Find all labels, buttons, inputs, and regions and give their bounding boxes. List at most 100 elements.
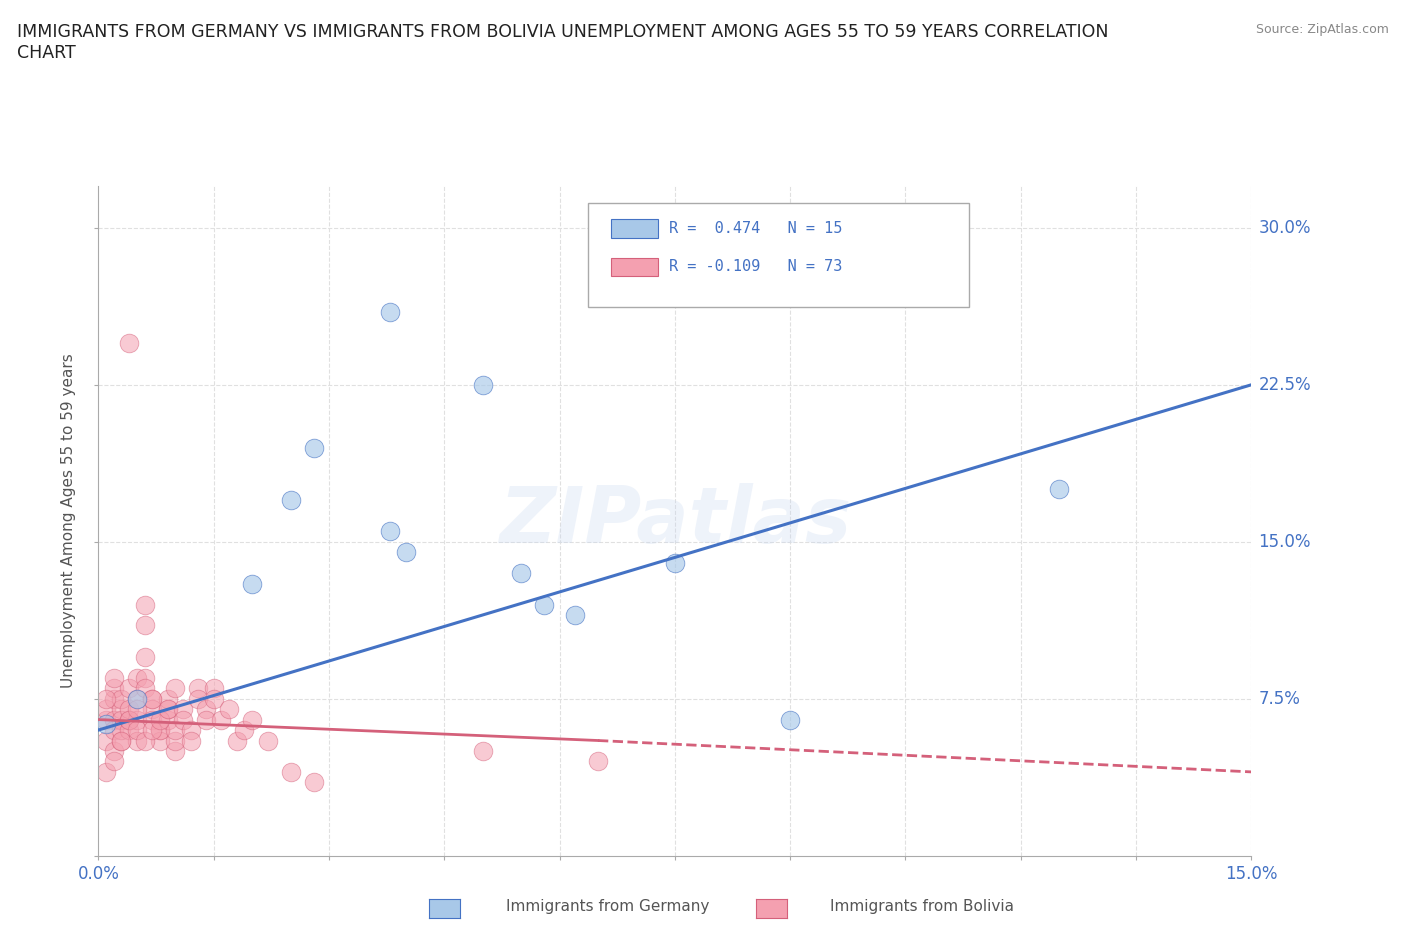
- Point: [256, 733, 278, 748]
- Point: [110, 701, 132, 716]
- Text: Immigrants from Bolivia: Immigrants from Bolivia: [830, 899, 1014, 914]
- Point: [94, 701, 117, 716]
- Point: [240, 712, 263, 727]
- Point: [149, 733, 172, 748]
- Point: [103, 712, 125, 727]
- Point: [165, 733, 187, 748]
- Point: [471, 744, 494, 759]
- Point: [172, 701, 194, 716]
- Point: [125, 733, 148, 748]
- Point: [141, 712, 163, 727]
- Point: [94, 716, 117, 731]
- Point: [202, 691, 225, 706]
- Point: [187, 691, 209, 706]
- Point: [149, 723, 172, 737]
- Point: [118, 723, 141, 737]
- Point: [202, 681, 225, 696]
- Point: [141, 691, 163, 706]
- Point: [125, 701, 148, 716]
- Point: [218, 701, 240, 716]
- Point: [172, 712, 194, 727]
- Point: [103, 681, 125, 696]
- Point: [94, 712, 117, 727]
- Point: [118, 712, 141, 727]
- Point: [586, 754, 609, 769]
- Text: ZIPatlas: ZIPatlas: [499, 483, 851, 559]
- Point: [156, 712, 179, 727]
- Point: [134, 649, 156, 664]
- Text: R = -0.109   N = 73: R = -0.109 N = 73: [669, 259, 842, 273]
- Y-axis label: Unemployment Among Ages 55 to 59 years: Unemployment Among Ages 55 to 59 years: [60, 353, 76, 688]
- Point: [134, 733, 156, 748]
- Point: [134, 671, 156, 685]
- Point: [380, 524, 402, 538]
- Point: [280, 493, 302, 508]
- Point: [125, 671, 148, 685]
- Point: [165, 681, 187, 696]
- Point: [118, 336, 141, 351]
- Point: [165, 744, 187, 759]
- Text: 15.0%: 15.0%: [1258, 533, 1310, 551]
- Point: [225, 733, 247, 748]
- Point: [110, 733, 132, 748]
- FancyBboxPatch shape: [588, 203, 969, 307]
- Point: [165, 723, 187, 737]
- Bar: [612, 219, 658, 238]
- Point: [134, 681, 156, 696]
- Point: [110, 733, 132, 748]
- Point: [195, 701, 218, 716]
- Point: [118, 681, 141, 696]
- Point: [118, 712, 141, 727]
- Point: [134, 597, 156, 612]
- Point: [471, 378, 494, 392]
- Text: 7.5%: 7.5%: [1258, 690, 1301, 708]
- Point: [125, 691, 148, 706]
- Point: [125, 723, 148, 737]
- Point: [118, 701, 141, 716]
- Point: [125, 691, 148, 706]
- Point: [103, 744, 125, 759]
- Point: [141, 691, 163, 706]
- Point: [302, 775, 325, 790]
- Point: [280, 764, 302, 779]
- Point: [510, 565, 533, 580]
- Point: [156, 691, 179, 706]
- Point: [94, 733, 117, 748]
- Point: [141, 701, 163, 716]
- Text: R =  0.474   N = 15: R = 0.474 N = 15: [669, 220, 842, 235]
- Point: [380, 304, 402, 319]
- Point: [94, 691, 117, 706]
- Text: 30.0%: 30.0%: [1258, 219, 1310, 237]
- Point: [779, 712, 801, 727]
- Point: [180, 723, 202, 737]
- Point: [564, 607, 586, 622]
- Point: [156, 701, 179, 716]
- Point: [125, 712, 148, 727]
- Point: [302, 440, 325, 455]
- Point: [103, 671, 125, 685]
- Point: [533, 597, 555, 612]
- Point: [94, 764, 117, 779]
- Point: [103, 723, 125, 737]
- Point: [664, 555, 686, 570]
- Point: [180, 733, 202, 748]
- Point: [156, 701, 179, 716]
- Point: [103, 691, 125, 706]
- Text: Immigrants from Germany: Immigrants from Germany: [506, 899, 710, 914]
- Point: [195, 712, 218, 727]
- Point: [141, 723, 163, 737]
- Bar: [612, 258, 658, 276]
- Point: [209, 712, 232, 727]
- Point: [233, 723, 256, 737]
- Point: [134, 618, 156, 633]
- Point: [187, 681, 209, 696]
- Point: [240, 576, 263, 591]
- Point: [110, 691, 132, 706]
- Text: 22.5%: 22.5%: [1258, 376, 1310, 393]
- Point: [149, 723, 172, 737]
- Point: [103, 754, 125, 769]
- Point: [110, 712, 132, 727]
- Text: Source: ZipAtlas.com: Source: ZipAtlas.com: [1256, 23, 1389, 36]
- Point: [110, 723, 132, 737]
- Point: [1047, 482, 1070, 497]
